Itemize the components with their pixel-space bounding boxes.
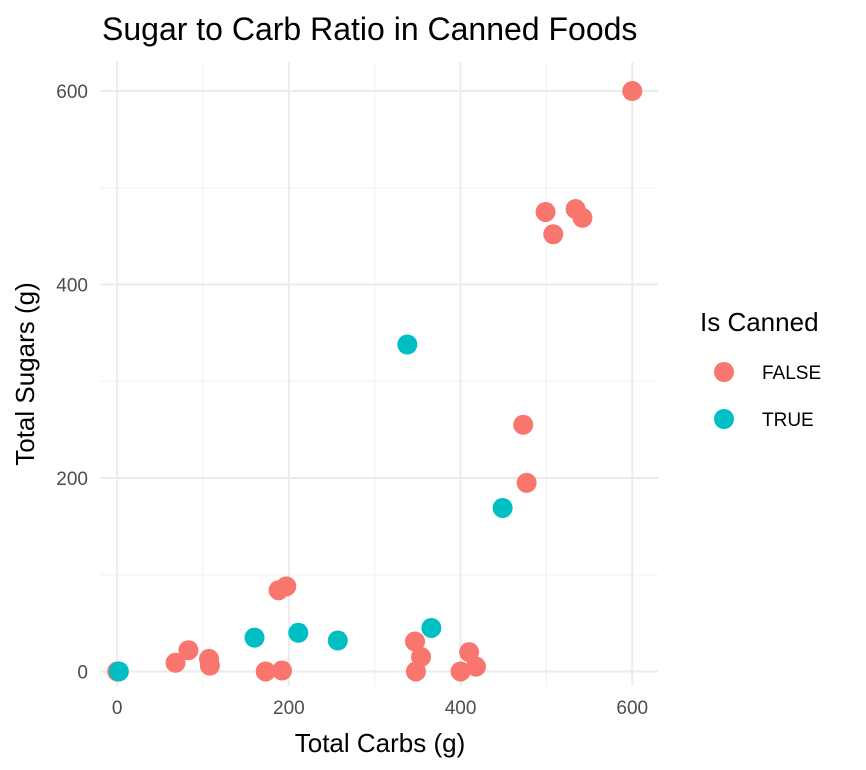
legend-key-false — [714, 362, 734, 382]
y-axis-title: Total Sugars (g) — [10, 282, 40, 466]
legend-label-true: TRUE — [762, 410, 814, 431]
data-point-false — [466, 656, 487, 677]
y-tick-label: 600 — [56, 82, 88, 103]
y-tick-label: 400 — [56, 276, 88, 297]
x-tick-label: 0 — [112, 698, 123, 719]
data-point-false — [516, 472, 537, 493]
legend-items: FALSE TRUE — [714, 362, 821, 431]
data-point-false — [411, 646, 432, 667]
x-tick-label: 400 — [445, 698, 477, 719]
legend: Is Canned FALSE TRUE — [700, 307, 821, 431]
chart-title: Sugar to Carb Ratio in Canned Foods — [102, 11, 637, 47]
y-tick-label: 200 — [56, 469, 88, 490]
data-point-false — [165, 652, 186, 673]
data-point-false — [271, 660, 292, 681]
data-point-false — [513, 414, 534, 435]
legend-title: Is Canned — [700, 307, 819, 337]
data-point-true — [244, 627, 265, 648]
data-point-false — [199, 655, 220, 676]
y-tick-label: 0 — [77, 662, 88, 683]
data-point-true — [397, 334, 418, 355]
tick-layer: 0 200 400 600 0 200 400 600 — [56, 82, 648, 719]
legend-key-true — [714, 409, 734, 429]
data-point-false — [535, 201, 556, 222]
data-point-true — [288, 622, 309, 643]
data-point-false — [405, 631, 426, 652]
data-point-false — [543, 224, 564, 245]
data-point-true — [492, 497, 513, 518]
legend-label-false: FALSE — [762, 363, 821, 384]
data-point-true — [108, 661, 129, 682]
x-tick-label: 600 — [616, 698, 648, 719]
data-point-false — [450, 661, 471, 682]
data-point-false — [276, 576, 297, 597]
data-point-true — [421, 617, 442, 638]
data-point-false — [572, 207, 593, 228]
x-tick-label: 200 — [273, 698, 305, 719]
grid-layer — [100, 62, 658, 686]
data-point-false — [622, 81, 643, 102]
points-layer — [107, 81, 643, 682]
data-point-false — [255, 661, 276, 682]
data-point-true — [327, 630, 348, 651]
x-axis-title: Total Carbs (g) — [295, 728, 466, 758]
data-point-false — [178, 640, 199, 661]
